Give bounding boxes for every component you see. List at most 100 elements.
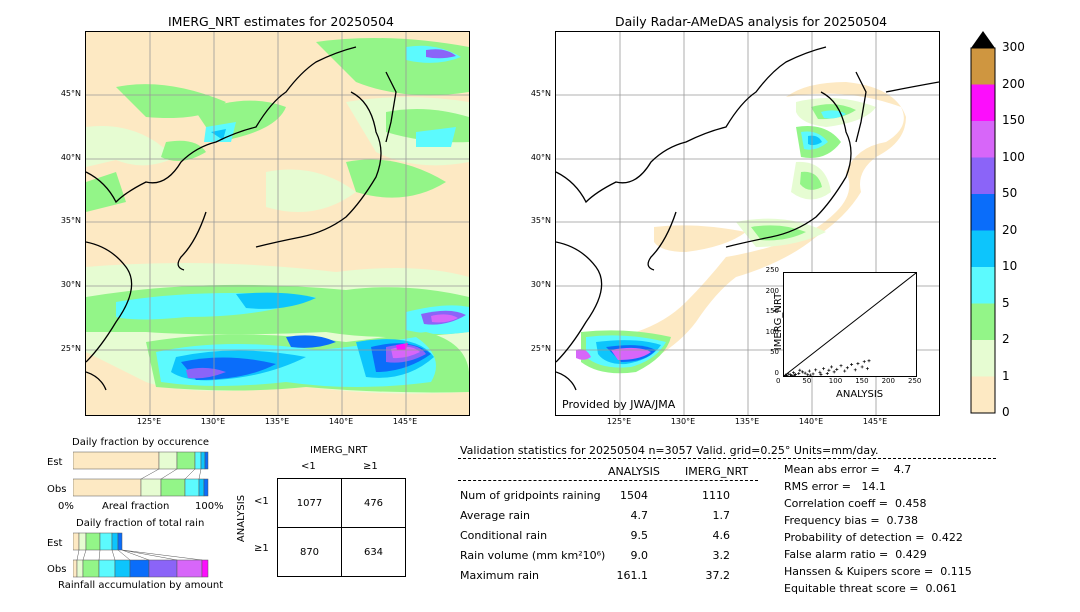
scatter-point (832, 370, 836, 374)
left-lat-25: 25°N (60, 344, 81, 353)
colorbar-extend-arrow (971, 31, 995, 48)
scatter-point (811, 372, 815, 376)
occurrence-axis-left: 0% (58, 501, 74, 512)
scatter-point (856, 362, 860, 366)
scatter-ytick: 150 (765, 307, 779, 316)
scatter-point (798, 368, 802, 372)
scatter-xtick: 100 (828, 377, 843, 385)
occurrence-axis-mid: Areal fraction (102, 501, 170, 512)
colorbar-segment (971, 48, 995, 85)
contingency-cell-10: 870 (277, 527, 342, 577)
scatter-inset (783, 272, 917, 378)
colorbar-label: 150 (1002, 113, 1025, 127)
score-6: Hanssen & Kuipers score = 0.115 (784, 565, 972, 578)
occ-obs-bar (73, 478, 209, 497)
data-credit: Provided by JWA/JMA (562, 398, 676, 411)
stat-imerg-1: 1.7 (712, 509, 731, 522)
scatter-ytick: 100 (765, 327, 779, 336)
stat-analysis-4: 161.1 (616, 569, 649, 582)
scatter-xtick: 150 (855, 377, 869, 385)
scatter-point (808, 373, 812, 377)
scatter-ytick: 0 (774, 369, 779, 377)
colorbar-segment (971, 376, 995, 413)
left-lon-135: 135°E (264, 417, 290, 426)
scatter-point (827, 368, 831, 372)
left-lon-145: 145°E (392, 417, 418, 426)
scatter-xtick: 200 (881, 377, 895, 385)
scatter-point (786, 372, 790, 376)
scatter-point (843, 369, 847, 373)
scatter-point (867, 359, 871, 363)
right-map-title: Daily Radar-AMeDAS analysis for 20250504 (615, 14, 888, 29)
scatter-ytick: 200 (765, 286, 779, 295)
colorbar-segment (971, 157, 995, 194)
right-lat-30: 30°N (530, 280, 551, 289)
right-lon-140: 140°E (798, 417, 824, 426)
occurrence-row-obs: Obs (47, 484, 67, 495)
right-coastline (556, 46, 939, 391)
stat-label-0: Num of gridpoints raining (460, 489, 601, 502)
contingency-row-ge1: ≥1 (254, 543, 269, 554)
contingency-row-header: ANALYSIS (236, 494, 248, 543)
occurrence-title: Daily fraction by occurence (72, 437, 210, 448)
colorbar-segment (971, 340, 995, 377)
scatter-xtick: 250 (908, 377, 922, 385)
scatter-point (830, 365, 834, 369)
validation-header-rule (458, 458, 996, 459)
scatter-point (850, 362, 854, 366)
colorbar-segment (971, 303, 995, 340)
rain-est-bar (73, 532, 123, 551)
scatter-xlabel: ANALYSIS (836, 389, 884, 400)
right-lon-145: 145°E (862, 417, 888, 426)
scatter-point (865, 367, 869, 371)
scatter-point (814, 368, 818, 372)
colorbar (970, 31, 996, 414)
contingency-col-ge1: ≥1 (363, 461, 378, 472)
stat-imerg-3: 3.2 (712, 549, 731, 562)
scatter-point (818, 370, 822, 374)
stat-imerg-2: 4.6 (712, 529, 731, 542)
stat-imerg-4: 37.2 (705, 569, 731, 582)
scatter-point (806, 373, 810, 377)
contingency-col-lt1: <1 (301, 461, 316, 472)
right-map: Provided by JWA/JMA (555, 31, 940, 416)
left-coastline (86, 46, 397, 391)
scatter-xtick: 50 (802, 377, 812, 385)
total-rain-row-obs: Obs (47, 564, 67, 575)
rain-obs-bar (73, 559, 209, 578)
right-lat-35: 35°N (530, 216, 551, 225)
score-3: Frequency bias = 0.738 (784, 514, 919, 527)
left-lat-35: 35°N (60, 216, 81, 225)
validation-header: Validation statistics for 20250504 n=305… (460, 444, 879, 457)
colorbar-segment (971, 267, 995, 304)
occ-est-bar (73, 451, 209, 470)
score-0: Mean abs error = 4.7 (784, 463, 912, 476)
right-lon-130: 130°E (670, 417, 696, 426)
occurrence-axis-right: 100% (195, 501, 224, 512)
right-lat-45: 45°N (530, 89, 551, 98)
one-to-one-line (783, 272, 917, 377)
colorbar-label: 0 (1002, 405, 1010, 419)
scatter-xtick: 0 (776, 377, 781, 385)
scatter-point (835, 367, 839, 371)
left-lon-130: 130°E (200, 417, 226, 426)
stat-label-1: Average rain (460, 509, 530, 522)
scatter-point (822, 367, 826, 371)
validation-table-rule (458, 480, 758, 481)
validation-col-imerg: IMERG_NRT (685, 465, 749, 478)
scatter-point (797, 372, 801, 376)
scatter-point (845, 366, 849, 370)
colorbar-label: 10 (1002, 259, 1018, 273)
scatter-point (807, 369, 811, 373)
stat-label-2: Conditional rain (460, 529, 548, 542)
scatter-point (800, 370, 804, 374)
colorbar-label: 20 (1002, 222, 1018, 237)
total-rain-axis-label: Rainfall accumulation by amount (58, 580, 224, 591)
occurrence-chart (73, 451, 209, 497)
scatter-point (825, 372, 829, 376)
colorbar-label: 5 (1002, 295, 1010, 310)
colorbar-segment (971, 84, 995, 121)
score-5: False alarm ratio = 0.429 (784, 548, 927, 561)
colorbar-label: 2 (1002, 332, 1010, 346)
colorbar-segment (971, 121, 995, 158)
